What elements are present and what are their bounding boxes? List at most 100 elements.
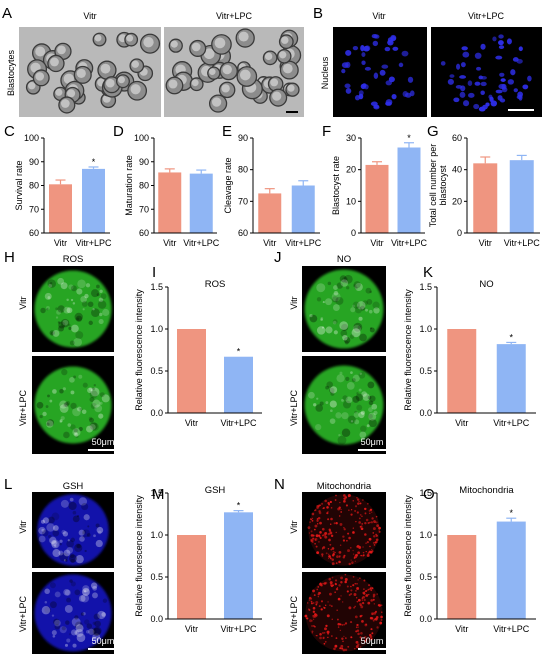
texture-speck <box>51 512 60 521</box>
bar-vitr-lpc <box>509 160 534 233</box>
texture-speck <box>366 424 370 428</box>
texture-speck <box>70 424 76 430</box>
texture-speck <box>88 416 93 421</box>
y-tick-label: 30 <box>346 133 356 143</box>
texture-speck <box>341 398 344 402</box>
mito-dot <box>326 630 330 634</box>
mito-dot <box>342 539 346 542</box>
y-tick-label: 20 <box>346 165 356 175</box>
mito-dot <box>374 521 376 524</box>
panel-label-H: H <box>4 249 15 266</box>
mito-dot <box>350 636 353 639</box>
mito-dot <box>314 537 318 541</box>
texture-speck <box>352 301 360 309</box>
mito-dot <box>360 631 363 635</box>
mito-dot <box>339 501 341 504</box>
mito-dot <box>363 592 366 595</box>
mito-dot <box>328 577 332 581</box>
nucleus <box>498 40 504 46</box>
texture-speck <box>69 579 73 583</box>
texture-speck <box>332 296 339 303</box>
mito-dot <box>356 587 359 590</box>
nucleus <box>447 78 454 85</box>
blastocyst-cavity <box>214 37 226 49</box>
oocyte <box>304 269 384 349</box>
texture-speck <box>96 284 100 289</box>
mito-dot <box>310 530 313 533</box>
texture-speck <box>90 582 98 589</box>
mito-dot <box>304 614 308 618</box>
texture-speck <box>51 539 60 549</box>
x-tick-label: Vitr <box>455 624 468 634</box>
texture-speck <box>63 549 71 557</box>
mito-dot <box>324 535 328 539</box>
mito-dot <box>352 576 355 578</box>
mito-dot <box>369 512 371 515</box>
mito-dot <box>345 504 349 507</box>
mito-dot <box>330 523 332 525</box>
nucleus <box>461 46 468 51</box>
mito-dot <box>322 632 324 634</box>
texture-speck <box>359 333 367 342</box>
texture-speck <box>67 423 72 427</box>
mito-dot <box>355 590 357 592</box>
mito-dot <box>369 633 372 637</box>
blastocyst-cavity <box>211 97 222 107</box>
nucleus <box>500 78 506 82</box>
mito-dot <box>336 587 339 589</box>
texture-speck <box>81 409 87 415</box>
brightfield-image-vitr <box>19 27 161 117</box>
ros-image-vitr-lpc <box>32 356 114 454</box>
mito-dot <box>378 526 381 530</box>
texture-speck <box>101 612 107 617</box>
mito-dot <box>365 623 367 626</box>
texture-speck <box>69 497 74 502</box>
texture-speck <box>55 316 59 319</box>
mito-dot <box>318 510 321 513</box>
texture-speck <box>67 539 70 542</box>
mito-dot <box>310 600 313 603</box>
texture-speck <box>54 619 61 627</box>
mito-dot <box>355 597 358 599</box>
texture-speck <box>68 323 71 327</box>
oocyte <box>34 366 112 444</box>
texture-speck <box>92 621 96 625</box>
panel-label-I: I <box>152 264 156 281</box>
x-tick-label: Vitr+LPC <box>285 238 322 248</box>
texture-speck <box>356 392 359 395</box>
nucleus <box>388 76 395 83</box>
mito-dot <box>339 523 343 526</box>
mito-dot <box>363 579 366 582</box>
mito-dot <box>328 553 330 556</box>
mito-dot <box>311 512 315 516</box>
mito-dot <box>330 585 333 588</box>
y-tick-label: 70 <box>238 196 248 206</box>
texture-speck <box>353 281 361 289</box>
texture-speck <box>78 426 83 432</box>
texture-speck <box>52 525 59 531</box>
panel-label-G: G <box>427 123 439 140</box>
mito-dot <box>370 637 373 641</box>
mito-dot <box>340 508 342 511</box>
texture-speck <box>90 387 100 397</box>
texture-speck <box>64 559 68 562</box>
mito-dot <box>365 518 369 522</box>
texture-speck <box>345 376 350 381</box>
texture-speck <box>98 319 104 325</box>
texture-speck <box>49 330 55 336</box>
panel-L-row-label-vitr-lpc: Vitr+LPC <box>18 595 28 632</box>
mito-dot <box>315 600 319 604</box>
texture-speck <box>62 319 69 326</box>
mito-dot <box>329 543 332 546</box>
panel-L-scale-label: 50μm <box>92 636 115 646</box>
mito-dot <box>355 630 358 633</box>
texture-speck <box>92 387 95 391</box>
texture-speck <box>70 402 77 410</box>
mito-dot <box>372 598 375 601</box>
blastocyst-cavity <box>28 82 36 90</box>
mito-dot <box>370 589 373 592</box>
mito-dot <box>318 504 321 507</box>
texture-speck <box>90 289 100 298</box>
panel-label-E: E <box>222 123 232 140</box>
mito-dot <box>329 592 332 596</box>
